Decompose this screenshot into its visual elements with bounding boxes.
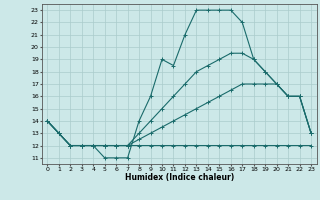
X-axis label: Humidex (Indice chaleur): Humidex (Indice chaleur)	[124, 173, 234, 182]
